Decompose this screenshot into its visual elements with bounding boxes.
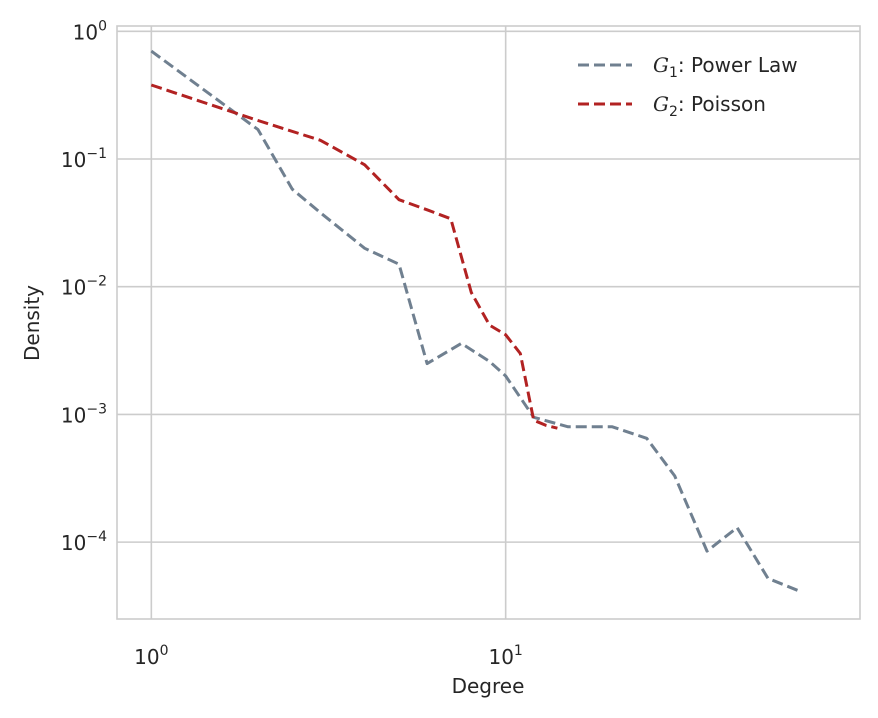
- x-tick-base: 10: [488, 645, 513, 669]
- x-tick-labels: 100 101: [134, 643, 523, 669]
- y-tick-label: 10−1: [61, 146, 107, 172]
- y-tick-label: 10−2: [61, 274, 107, 300]
- y-axis-label: Density: [20, 285, 44, 361]
- grid-lines: [117, 26, 860, 619]
- x-axis-label: Degree: [452, 674, 525, 698]
- x-tick-exponent: 0: [160, 643, 169, 659]
- y-tick-base: 10: [61, 403, 86, 427]
- y-tick-label: 10−3: [61, 401, 107, 427]
- legend-label-g2: G2: Poisson: [653, 92, 766, 120]
- legend: G1: Power Law G2: Poisson: [578, 53, 798, 120]
- plot-area: [117, 26, 860, 619]
- y-tick-exponent: 0: [98, 18, 107, 34]
- x-tick-base: 10: [134, 645, 159, 669]
- x-tick-label: 100: [134, 643, 168, 669]
- y-tick-exponent: −4: [86, 529, 107, 545]
- legend-label-g1: G1: Power Law: [653, 53, 798, 81]
- y-tick-base: 10: [61, 531, 86, 555]
- x-tick-exponent: 1: [514, 643, 523, 659]
- y-tick-base: 10: [73, 20, 98, 44]
- series-line-g2: [150, 83, 558, 430]
- y-tick-label: 100: [73, 18, 107, 44]
- y-tick-exponent: −1: [86, 146, 107, 162]
- y-tick-base: 10: [61, 276, 86, 300]
- y-tick-label: 10−4: [61, 529, 107, 555]
- y-tick-exponent: −2: [86, 274, 107, 290]
- y-tick-exponent: −3: [86, 401, 107, 417]
- series-line-g1: [150, 49, 802, 593]
- y-tick-base: 10: [61, 148, 86, 172]
- x-tick-label: 101: [488, 643, 522, 669]
- series-lines: [150, 49, 802, 593]
- plot-frame: [116, 25, 861, 620]
